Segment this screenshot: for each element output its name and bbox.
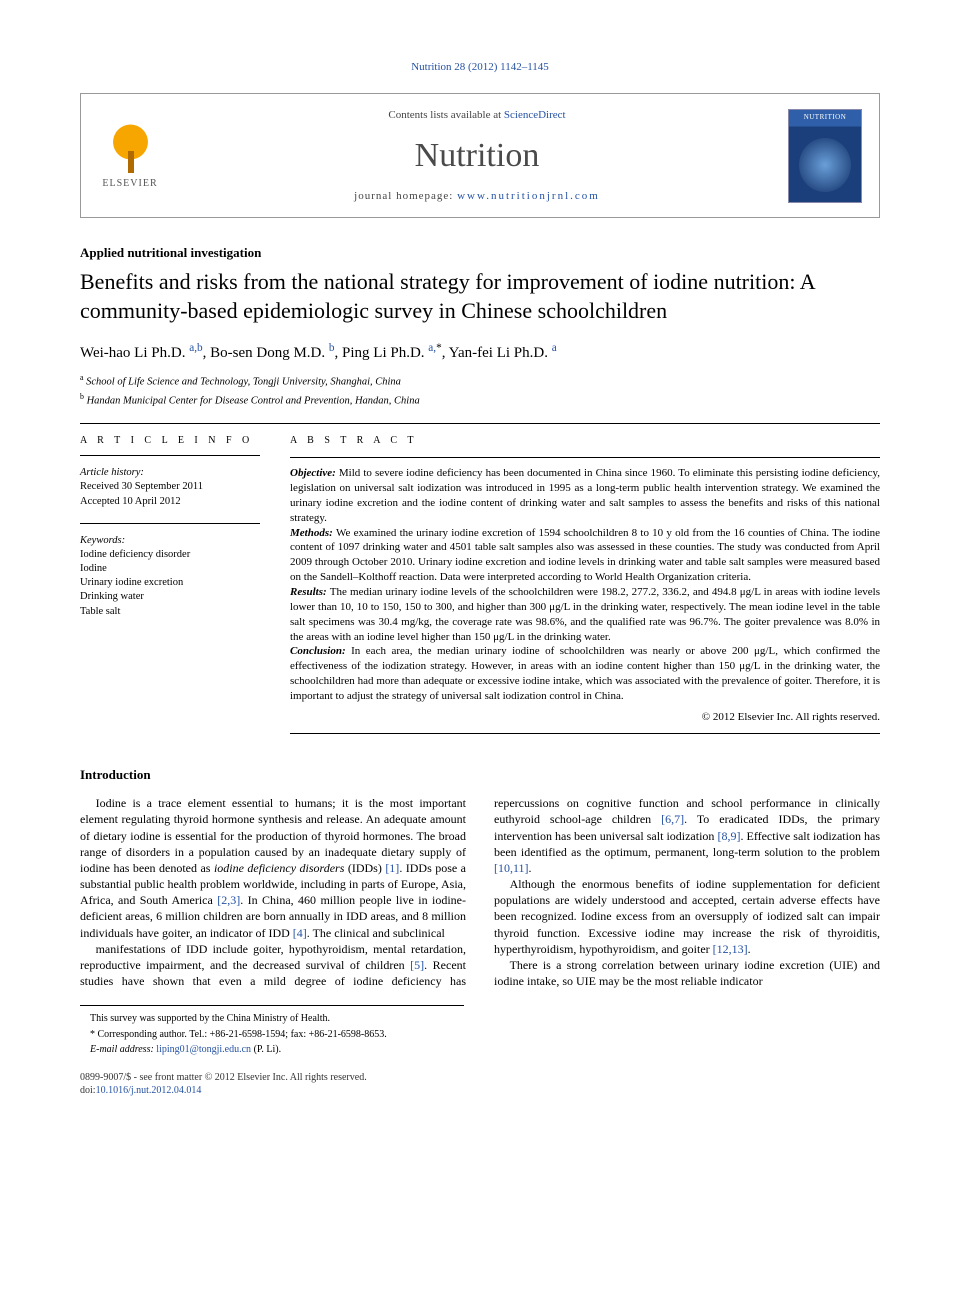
body-text: Iodine is a trace element essential to h… (80, 795, 880, 989)
article-history-label: Article history: (80, 466, 260, 480)
elsevier-tree-icon (103, 120, 158, 175)
body-paragraph: There is a strong correlation between ur… (494, 957, 880, 989)
abstract-conclusion: Conclusion: In each area, the median uri… (290, 644, 880, 703)
journal-cover-thumbnail (789, 110, 861, 202)
abstract-heading: A B S T R A C T (290, 434, 880, 448)
corresponding-author-footnote: * Corresponding author. Tel.: +86-21-659… (80, 1028, 464, 1042)
journal-homepage-link[interactable]: www.nutritionjrnl.com (457, 190, 600, 202)
funding-footnote: This survey was supported by the China M… (80, 1012, 464, 1026)
keyword: Urinary iodine excretion (80, 576, 260, 590)
affiliation-b: b Handan Municipal Center for Disease Co… (80, 392, 880, 409)
keyword: Drinking water (80, 590, 260, 604)
keywords-label: Keywords: (80, 534, 260, 548)
article-info-column: A R T I C L E I N F O Article history: R… (80, 434, 260, 734)
elsevier-wordmark: ELSEVIER (102, 177, 157, 191)
doi-link[interactable]: 10.1016/j.nut.2012.04.014 (96, 1085, 202, 1096)
section-divider (80, 423, 880, 424)
doi-line: doi:10.1016/j.nut.2012.04.014 (80, 1084, 880, 1098)
abstract-methods: Methods: We examined the urinary iodine … (290, 526, 880, 585)
journal-homepage-line: journal homepage: www.nutritionjrnl.com (183, 189, 771, 204)
corresponding-email-link[interactable]: liping01@tongji.edu.cn (156, 1044, 251, 1055)
front-matter-line: 0899-9007/$ - see front matter © 2012 El… (80, 1071, 880, 1085)
elsevier-logo: ELSEVIER (95, 116, 165, 196)
article-type: Applied nutritional investigation (80, 244, 880, 262)
footnotes: This survey was supported by the China M… (80, 1005, 464, 1057)
abstract-objective: Objective: Mild to severe iodine deficie… (290, 466, 880, 525)
abstract-copyright: © 2012 Elsevier Inc. All rights reserved… (290, 710, 880, 734)
running-head: Nutrition 28 (2012) 1142–1145 (80, 60, 880, 75)
affiliation-a: a School of Life Science and Technology,… (80, 373, 880, 390)
email-footnote: E-mail address: liping01@tongji.edu.cn (… (80, 1043, 464, 1057)
abstract-column: A B S T R A C T Objective: Mild to sever… (290, 434, 880, 734)
page-footer: 0899-9007/$ - see front matter © 2012 El… (80, 1071, 880, 1098)
article-info-heading: A R T I C L E I N F O (80, 434, 260, 448)
accepted-date: Accepted 10 April 2012 (80, 495, 260, 509)
journal-name: Nutrition (183, 133, 771, 179)
body-paragraph: Although the enormous benefits of iodine… (494, 876, 880, 957)
journal-masthead: ELSEVIER Contents lists available at Sci… (80, 93, 880, 219)
keyword: Iodine (80, 562, 260, 576)
abstract-results: Results: The median urinary iodine level… (290, 585, 880, 644)
contents-available-line: Contents lists available at ScienceDirec… (183, 108, 771, 123)
keyword: Table salt (80, 605, 260, 619)
contents-prefix: Contents lists available at (388, 109, 503, 121)
received-date: Received 30 September 2011 (80, 480, 260, 494)
keyword: Iodine deficiency disorder (80, 548, 260, 562)
sciencedirect-link[interactable]: ScienceDirect (504, 109, 566, 121)
introduction-heading: Introduction (80, 766, 880, 784)
article-title: Benefits and risks from the national str… (80, 268, 880, 325)
author-list: Wei-hao Li Ph.D. a,b, Bo-sen Dong M.D. b… (80, 341, 880, 363)
body-paragraph: Iodine is a trace element essential to h… (80, 795, 466, 941)
homepage-prefix: journal homepage: (354, 190, 457, 202)
